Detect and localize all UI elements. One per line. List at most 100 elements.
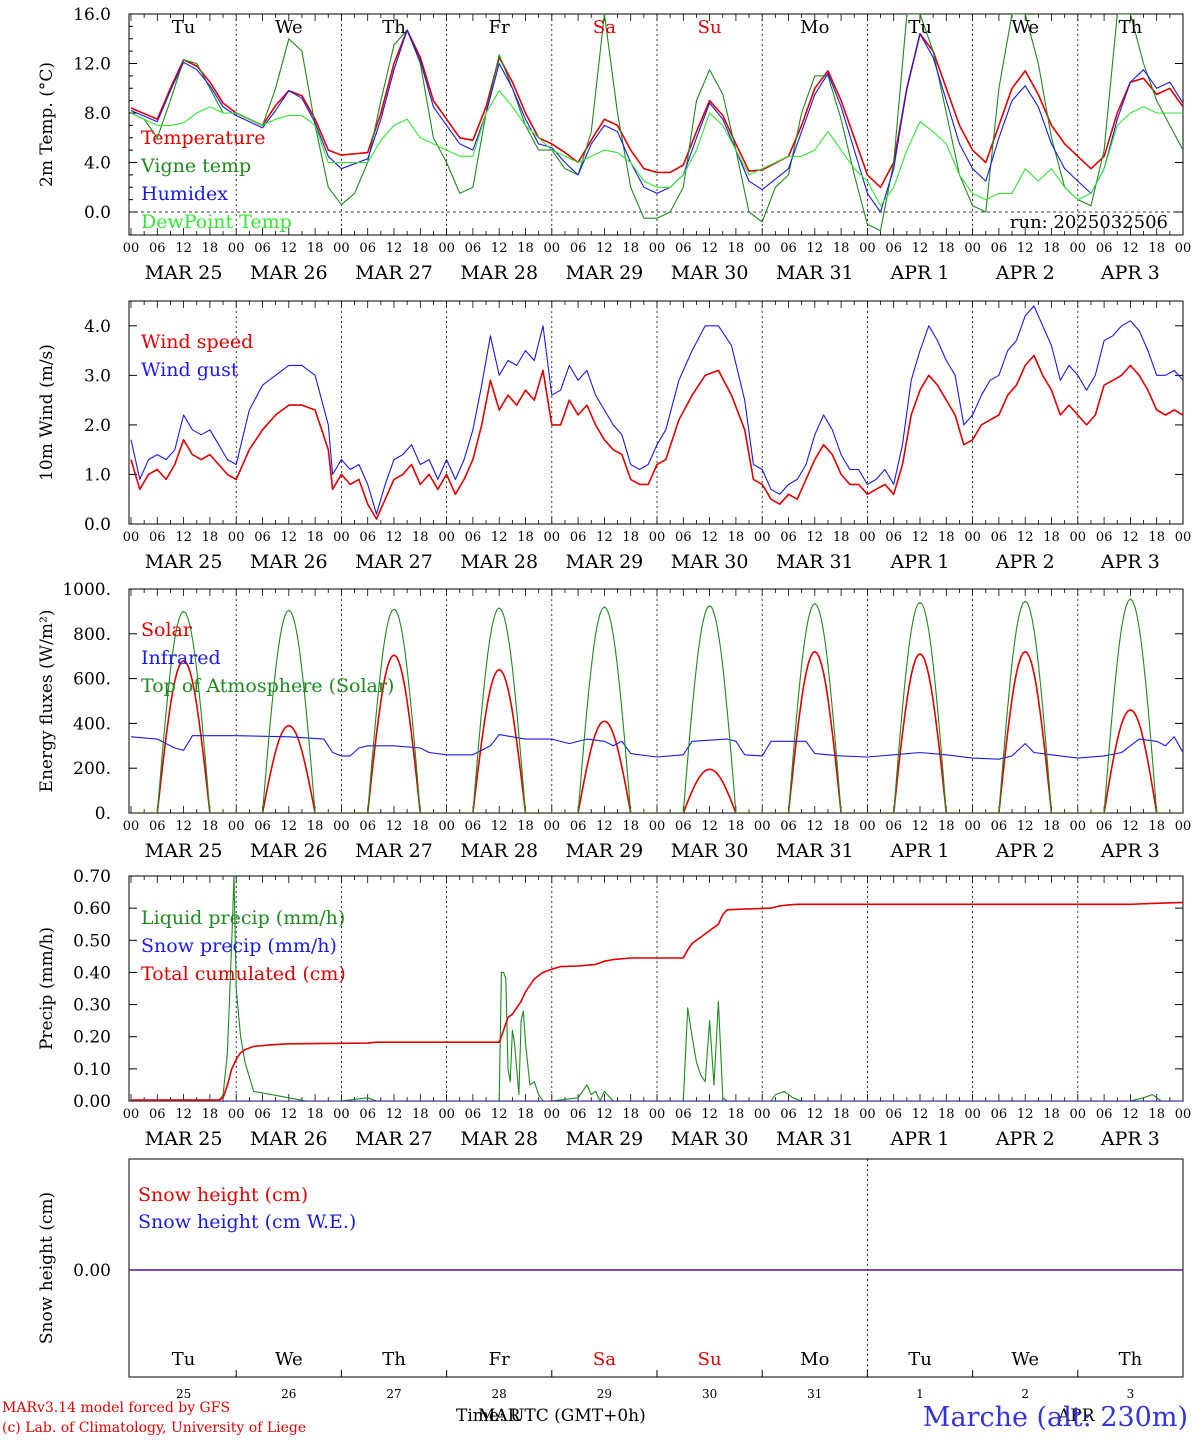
date-label: MAR 26 [250,840,328,862]
hour-label: 12 [281,1107,298,1122]
hour-label: 12 [912,819,929,834]
day-number: 2 [1021,1387,1029,1401]
date-label: MAR 29 [566,551,644,573]
legend-entry: Vigne temp [140,155,251,177]
hour-label: 18 [1148,530,1165,545]
series-vigne-temp [130,14,1183,232]
weekday-label: Fr [489,1349,510,1370]
legend-entry: Wind speed [141,331,253,353]
day-number: 26 [281,1387,296,1401]
hour-label: 18 [202,819,219,834]
hour-label: 12 [1122,1107,1139,1122]
hour-label: 18 [412,819,429,834]
hour-label: 06 [465,1107,482,1122]
weekday-label: Mo [800,1349,829,1370]
date-label: MAR 26 [250,551,328,573]
series-temperature [130,29,1183,189]
hour-label: 12 [1017,530,1034,545]
series-dewpoint-temp [130,90,1183,207]
date-label: APR 2 [995,262,1055,284]
weekday-label: Mo [800,17,829,38]
weekday-label: We [1011,1349,1039,1370]
legend-entry: DewPoint Temp [141,211,292,233]
hour-label: 06 [465,530,482,545]
hour-label: 00 [1175,819,1192,834]
date-label: MAR 25 [145,551,223,573]
hour-label: 06 [1096,530,1113,545]
date-label: MAR 25 [145,1128,223,1150]
hour-label: 00 [1070,819,1087,834]
time-axis-label: Time: UTC (GMT+0h) [456,1406,646,1426]
hour-label: 18 [833,819,850,834]
hour-label: 18 [517,530,534,545]
hour-label: 00 [859,819,876,834]
overlay-apr-label: APR [1058,1406,1095,1426]
hour-label: 12 [596,1107,613,1122]
hour-label: 12 [701,819,718,834]
hour-label: 18 [307,241,324,256]
series-solar [131,650,1183,813]
legend-entry: Snow height (cm W.E.) [138,1211,356,1233]
date-label: MAR 28 [460,840,538,862]
hour-label: 12 [807,819,824,834]
y-tick-label: 0.20 [73,1028,111,1048]
day-number: 25 [176,1387,191,1401]
y-tick-label: 0.30 [73,996,111,1016]
weekday-label: We [275,1349,303,1370]
legend-entry: Infrared [141,647,221,669]
hour-label: 18 [938,241,955,256]
date-label: MAR 27 [355,551,433,573]
hour-label: 06 [149,241,166,256]
y-axis-label: Snow height (cm) [37,1192,57,1344]
hour-label: 12 [386,241,403,256]
hour-label: 18 [307,819,324,834]
hour-label: 18 [938,530,955,545]
hour-label: 06 [675,819,692,834]
hour-label: 12 [1122,241,1139,256]
hour-label: 06 [780,819,797,834]
hour-label: 12 [701,1107,718,1122]
day-number: 30 [702,1387,717,1401]
date-label: APR 3 [1100,1128,1160,1150]
hour-label: 06 [1096,241,1113,256]
date-label: MAR 31 [776,1128,854,1150]
hour-label: 18 [728,241,745,256]
hour-label: 12 [386,819,403,834]
y-tick-label: 0.50 [73,931,111,951]
legend-entry: Temperature [141,127,265,149]
hour-label: 00 [228,819,245,834]
date-label: APR 1 [890,551,950,573]
weekday-label: Tu [908,1349,932,1370]
hour-label: 06 [465,819,482,834]
y-tick-label: 1.0 [84,465,111,485]
panel-frame [128,13,1184,236]
panel-5: 0.00 Snow height (cm) Snow height (cm) Snow… [37,1158,1184,1401]
hour-label: 12 [386,530,403,545]
y-tick-label: 400. [73,714,111,734]
hour-label: 12 [1122,819,1139,834]
hour-label: 06 [885,1107,902,1122]
hour-label: 06 [570,819,587,834]
hour-label: 00 [754,241,771,256]
hour-label: 00 [859,241,876,256]
hour-label: 18 [412,1107,429,1122]
day-number: 1 [916,1387,924,1401]
hour-label: 12 [386,1107,403,1122]
hour-label: 06 [254,819,271,834]
date-label: MAR 29 [566,262,644,284]
hour-label: 06 [885,530,902,545]
hour-label: 18 [833,530,850,545]
hour-label: 18 [1148,819,1165,834]
lab-credit: (c) Lab. of Climatology, University of L… [2,1420,307,1436]
hour-label: 00 [1175,530,1192,545]
hour-label: 12 [912,1107,929,1122]
series-group [131,876,1183,1101]
hour-label: 18 [412,530,429,545]
hour-label: 06 [570,1107,587,1122]
hour-label: 06 [991,819,1008,834]
hour-label: 00 [544,241,561,256]
hour-label: 12 [491,530,508,545]
hour-label: 06 [465,241,482,256]
panel-frame [128,1158,1184,1378]
panel-4: 00 06 12 18 MAR 25 00 06 12 18 MAR 26 00 06 12 18 MAR … [37,867,1191,1150]
